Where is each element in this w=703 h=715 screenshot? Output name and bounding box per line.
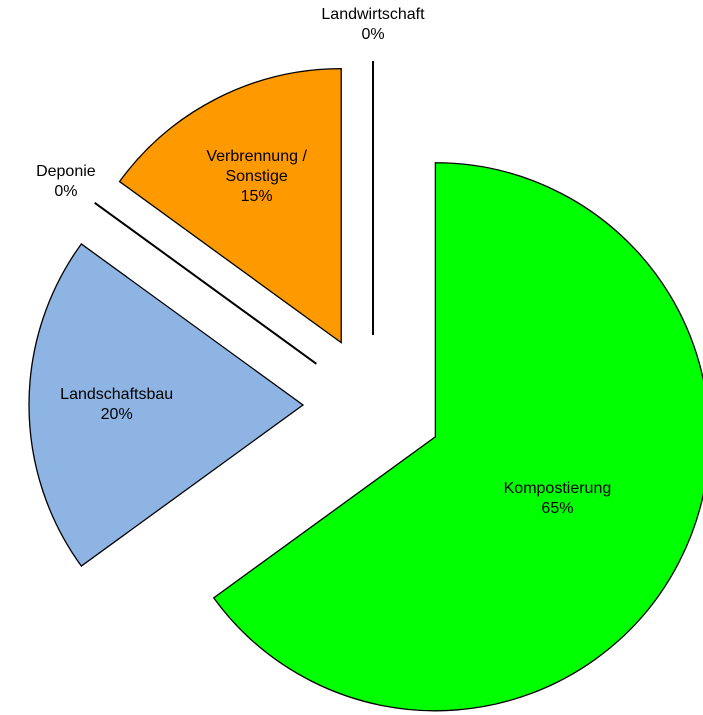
slice-label: Deponie 0% [1, 162, 131, 202]
label-line: 15% [240, 187, 273, 205]
slice-label: Verbrennung / Sonstige 15% [192, 147, 322, 207]
slice-label: Landschaftsbau 20% [52, 385, 182, 425]
label-line: Landschaftsbau [60, 386, 174, 403]
slice-label: Landwirtschaft 0% [308, 5, 438, 45]
pie-slice [94, 201, 317, 365]
pie-slice [212, 162, 703, 712]
label-line: 0% [54, 182, 78, 200]
label-line: Verbrennung / Sonstige [206, 147, 307, 185]
label-line: Landwirtschaft [321, 6, 425, 24]
label-line: Kompostierung [503, 479, 612, 497]
label-line: 65% [541, 499, 574, 517]
pie-slice [28, 243, 305, 567]
pie-slice [118, 67, 342, 344]
label-line: 0% [361, 26, 385, 44]
label-line: Deponie [36, 162, 96, 180]
slice-label: Kompostierung 65% [492, 479, 622, 519]
label-line: 20% [100, 406, 133, 423]
